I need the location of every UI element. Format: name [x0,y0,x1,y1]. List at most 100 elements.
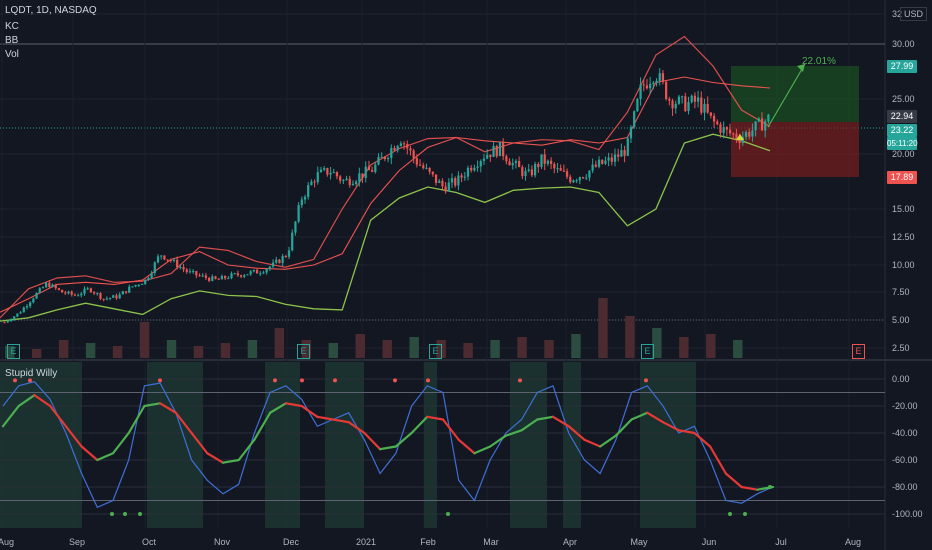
willy-y-tick-label: -60.00 [892,455,918,465]
candle-body [137,284,140,286]
indicator-vol-label[interactable]: Vol [5,49,19,60]
x-tick-label: May [630,537,648,547]
candle-body [147,278,150,280]
x-tick-label: Nov [214,537,231,547]
earnings-marker[interactable]: E [297,344,310,359]
candle-body [738,139,741,144]
willy-slow-line-segment [630,411,649,421]
candle-body [99,293,102,299]
candle-body [316,172,319,183]
candle-body [549,160,553,164]
candle-body [652,82,655,84]
candle-body [45,282,48,288]
candle-body [166,259,169,261]
candle-body [537,163,540,168]
candle-body [604,160,607,164]
keltner-upper-line [0,76,771,313]
candle-body [428,167,431,172]
candle-body [29,302,32,307]
candle-body [134,284,137,287]
candle-body [508,161,511,166]
candle-body [607,157,610,161]
willy-extreme-dot [518,378,522,383]
candle-body [169,259,172,261]
willy-extreme-dot [393,378,397,383]
volume-bar [409,337,419,358]
candle-body [297,205,300,222]
candle-body [559,168,562,171]
candle-body [719,124,722,134]
candle-body [208,277,211,281]
candle-body [645,85,649,89]
willy-extreme-dot [333,378,337,383]
candle-body [80,293,83,296]
earnings-marker[interactable]: E [641,344,654,359]
volume-bar [85,343,96,358]
candle-body [358,173,361,182]
candle-body [118,294,121,299]
candle-body [655,80,658,83]
volume-bar [625,316,635,358]
candle-body [447,182,450,192]
candle-body [530,169,534,176]
candle-body [665,81,668,100]
candle-body [351,183,355,186]
currency-label[interactable]: USD [900,7,928,21]
candle-body [176,259,179,268]
candle-body [192,271,195,273]
willy-slow-line-segment [551,415,570,428]
willy-slow-line-segment [190,431,209,455]
candle-body [585,177,588,179]
candle-body [709,112,712,116]
willy-highlight-zone [563,362,581,528]
willy-slow-line-segment [1,404,20,428]
candle-body [722,127,725,134]
candle-body [748,132,751,137]
volume-bar [58,340,69,358]
candle-body [575,180,578,182]
volume-bar [598,298,608,358]
indicator-kc-label[interactable]: KC [5,21,19,32]
willy-slow-line-segment [410,415,429,435]
last-price-tag: 22.94 [887,110,917,123]
candle-body [636,99,639,112]
candle-body [348,178,351,186]
candle-body [463,176,466,178]
x-tick-label: Dec [283,537,300,547]
candle-body [623,150,626,156]
willy-extreme-dot [28,378,32,383]
candle-body [319,169,323,173]
willy-slow-line-segment [473,445,492,455]
candle-body [390,147,393,159]
earnings-marker[interactable]: E [429,344,442,359]
willy-fast-line [2,381,774,509]
candle-body [374,164,377,172]
candle-body [313,181,316,183]
willy-slow-line-segment [159,402,177,414]
candle-body [565,171,569,177]
candle-body [393,147,396,151]
candle-body [121,291,124,295]
bollinger-lower-line [0,133,771,322]
x-tick-label: 2021 [356,537,376,547]
candle-body [252,269,255,272]
candle-body [591,164,594,171]
lower-indicator-title[interactable]: Stupid Willy [5,368,58,379]
y-tick-label: 2.50 [892,343,910,353]
willy-highlight-zone [325,362,364,528]
willy-extreme-dot [446,512,450,516]
y-tick-label: 30.00 [892,39,915,49]
candle-body [332,172,335,174]
indicator-bb-label[interactable]: BB [5,35,19,46]
candle-body [613,154,617,162]
candle-body [310,181,313,186]
candle-body [227,278,230,280]
earnings-marker[interactable]: E [7,344,20,359]
volume-bar [220,343,231,358]
willy-y-tick-label: -80.00 [892,482,918,492]
candle-body [396,145,399,151]
willy-highlight-zone [147,362,203,528]
earnings-marker[interactable]: E [852,344,865,359]
